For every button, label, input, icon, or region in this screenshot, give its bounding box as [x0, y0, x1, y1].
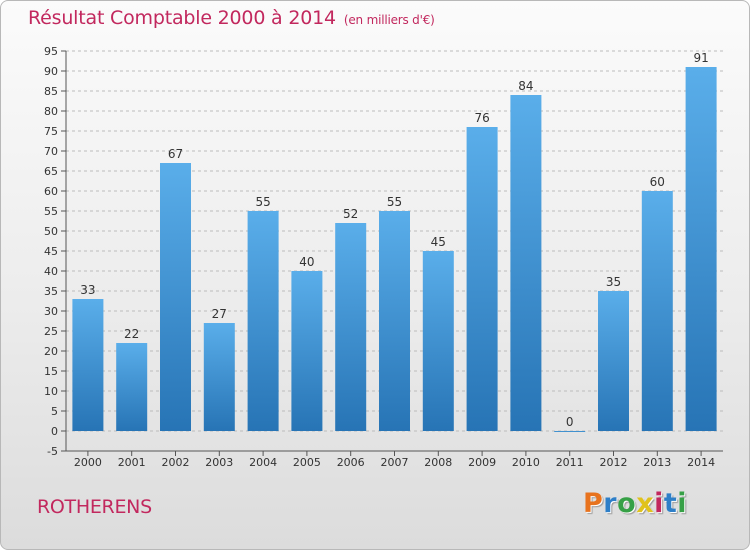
- value-label-2005: 40: [299, 255, 314, 269]
- bar-2004: [247, 211, 279, 431]
- bar-2011: [554, 431, 586, 432]
- y-tick-label: 65: [44, 165, 58, 178]
- y-tick-label: 85: [44, 85, 58, 98]
- bar-2005: [291, 271, 323, 431]
- proxiti-logo: Proxiti: [583, 488, 687, 519]
- bars: [72, 67, 717, 432]
- logo-letter: t: [663, 488, 678, 519]
- y-tick-label: 35: [44, 285, 58, 298]
- logo-letter: o: [617, 488, 637, 519]
- value-label-2003: 27: [212, 307, 227, 321]
- x-tick-label-2003: 2003: [205, 456, 233, 469]
- value-label-2001: 22: [124, 327, 139, 341]
- value-label-2012: 35: [606, 275, 621, 289]
- axes: [61, 50, 723, 456]
- y-tick-label: 10: [44, 385, 58, 398]
- bar-2014: [685, 67, 717, 431]
- value-label-2014: 91: [693, 51, 708, 65]
- x-tick-label-2004: 2004: [249, 456, 277, 469]
- bar-2001: [116, 343, 148, 431]
- bar-2000: [72, 299, 104, 431]
- y-tick-label: 5: [51, 405, 58, 418]
- value-label-2009: 76: [474, 111, 489, 125]
- bar-2008: [422, 251, 454, 431]
- value-label-2000: 33: [80, 283, 95, 297]
- x-tick-label-2010: 2010: [512, 456, 540, 469]
- bar-2012: [598, 291, 629, 431]
- y-tick-label: 0: [51, 425, 58, 438]
- place-name: ROTHERENS: [37, 496, 152, 518]
- y-tick-label: 30: [44, 305, 58, 318]
- bar-2007: [379, 211, 410, 431]
- x-tick-label-2000: 2000: [74, 456, 102, 469]
- x-tick-label-2012: 2012: [600, 456, 628, 469]
- y-tick-label: 60: [44, 185, 58, 198]
- bar-2006: [335, 223, 367, 431]
- y-tick-label: 70: [44, 145, 58, 158]
- y-tick-label: -5: [47, 445, 58, 458]
- x-tick-label-2008: 2008: [424, 456, 452, 469]
- y-tick-label: 40: [44, 265, 58, 278]
- x-tick-label-2013: 2013: [643, 456, 671, 469]
- logo-letter: i: [677, 488, 688, 519]
- bar-2013: [641, 191, 673, 431]
- bar-2009: [466, 127, 498, 431]
- value-label-2007: 55: [387, 195, 402, 209]
- y-tick-label: 25: [44, 325, 58, 338]
- chart-title-text: Résultat Comptable 2000 à 2014: [28, 7, 336, 29]
- value-label-2004: 55: [255, 195, 270, 209]
- x-tick-label-2006: 2006: [337, 456, 365, 469]
- value-label-2011: 0: [566, 415, 574, 429]
- y-tick-label: 95: [44, 45, 58, 58]
- y-tick-label: 75: [44, 125, 58, 138]
- y-tick-label: 15: [44, 365, 58, 378]
- value-label-2002: 67: [168, 147, 183, 161]
- y-tick-label: 80: [44, 105, 58, 118]
- y-tick-label: 90: [44, 65, 58, 78]
- x-tick-label-2007: 2007: [381, 456, 409, 469]
- x-tick-label-2005: 2005: [293, 456, 321, 469]
- x-tick-label-2001: 2001: [118, 456, 146, 469]
- labels: -5 0 5 10 15 20 25 30 35 40 45 50 55 60 65 70 75 80 85 90 95…: [44, 45, 715, 469]
- logo-letter: r: [603, 488, 618, 519]
- y-tick-label: 50: [44, 225, 58, 238]
- value-label-2008: 45: [431, 235, 446, 249]
- bar-2003: [203, 323, 235, 431]
- x-tick-label-2009: 2009: [468, 456, 496, 469]
- value-label-2013: 60: [650, 175, 665, 189]
- x-tick-label-2011: 2011: [556, 456, 584, 469]
- chart-title: Résultat Comptable 2000 à 2014 (en millie…: [28, 7, 435, 29]
- value-label-2006: 52: [343, 207, 358, 221]
- x-tick-label-2002: 2002: [162, 456, 190, 469]
- logo-letter: i: [654, 488, 664, 519]
- bar-2002: [160, 163, 191, 431]
- bar-2010: [510, 95, 542, 431]
- logo-letter: x: [636, 488, 655, 519]
- value-label-2010: 84: [518, 79, 533, 93]
- y-tick-label: 55: [44, 205, 58, 218]
- chart-subtitle: (en milliers d'€): [343, 13, 435, 27]
- x-tick-label-2014: 2014: [687, 456, 715, 469]
- y-tick-label: 20: [44, 345, 58, 358]
- logo-letter: P: [583, 488, 604, 519]
- y-tick-label: 45: [44, 245, 58, 258]
